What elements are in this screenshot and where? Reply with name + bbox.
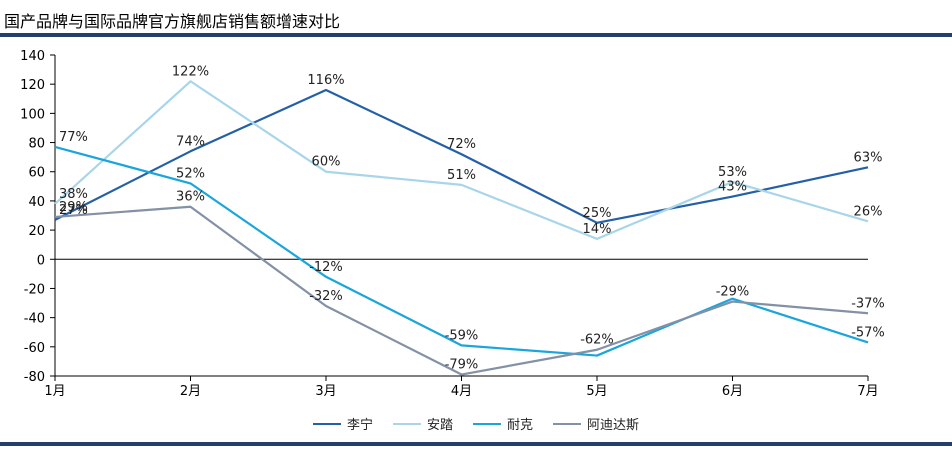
data-label: -59% <box>445 328 479 343</box>
chart-data-labels: 27% 74% 116% 72% 25% 43% 63% 38% 122% 60% 51% 14% 53… <box>59 64 885 372</box>
chart-legend: 李宁 安踏 耐克 阿迪达斯 <box>0 414 952 433</box>
data-label: 25% <box>583 206 612 221</box>
legend-swatch <box>312 422 341 425</box>
data-label: 43% <box>718 180 747 195</box>
legend-label: 安踏 <box>426 418 453 433</box>
y-tick-label: -20 <box>24 282 45 297</box>
legend-label: 阿迪达斯 <box>587 418 640 433</box>
x-tick-label: 6月 <box>722 384 743 399</box>
y-tick-label: 80 <box>28 137 45 152</box>
y-tick-label: 40 <box>28 195 45 210</box>
footer-rule <box>0 442 952 446</box>
data-label: 60% <box>312 155 341 170</box>
y-tick-label: -80 <box>24 370 45 385</box>
data-label: 27% <box>59 203 88 218</box>
data-label: 77% <box>59 130 88 145</box>
x-tick-label: 1月 <box>44 384 65 399</box>
chart-title: 国产品牌与国际品牌官方旗舰店销售额增速对比 <box>4 12 341 31</box>
data-label: -57% <box>851 325 885 340</box>
x-tick-label: 7月 <box>857 384 878 399</box>
data-label: -12% <box>309 260 343 275</box>
chart-lines <box>54 80 869 376</box>
y-tick-label: 60 <box>28 166 45 181</box>
x-tick-label: 2月 <box>180 384 201 399</box>
data-label: 26% <box>854 204 883 219</box>
data-label: 74% <box>176 134 205 149</box>
data-label: 116% <box>307 73 344 88</box>
x-tick-label: 4月 <box>451 384 472 399</box>
legend-item: 李宁 <box>312 414 373 433</box>
data-label: 29% <box>59 200 88 215</box>
y-tick-label: 0 <box>37 253 45 268</box>
data-label: 53% <box>718 165 747 180</box>
chart-axes: -80 -60 -40 -20 0 20 40 60 80 100 120 140 1月 2月 3月 4月 5月… <box>20 49 878 399</box>
series-line-李宁 <box>54 88 869 224</box>
x-tick-label: 3月 <box>315 384 336 399</box>
data-label: 63% <box>854 150 883 165</box>
y-tick-label: 140 <box>20 49 45 64</box>
y-tick-label: -40 <box>24 312 45 327</box>
data-label: 72% <box>447 137 476 152</box>
data-label: 14% <box>583 222 612 237</box>
legend-swatch <box>473 422 501 425</box>
legend-swatch <box>392 422 421 425</box>
legend-swatch <box>553 422 582 425</box>
legend-item: 耐克 <box>473 414 533 433</box>
y-tick-label: 20 <box>28 224 45 239</box>
series-line-阿迪达斯 <box>54 205 869 376</box>
y-tick-label: 100 <box>20 107 45 122</box>
series-line-安踏 <box>54 80 869 240</box>
data-label: 36% <box>176 190 205 205</box>
data-label: -29% <box>716 285 750 300</box>
y-tick-label: -60 <box>24 341 45 356</box>
data-label: -62% <box>580 333 614 348</box>
data-label: 51% <box>447 168 476 183</box>
legend-item: 阿迪达斯 <box>553 414 639 433</box>
data-label: 122% <box>172 64 209 79</box>
data-label: -37% <box>851 296 885 311</box>
x-tick-label: 5月 <box>586 384 607 399</box>
data-label: 38% <box>59 187 88 202</box>
legend-item: 安踏 <box>392 414 453 433</box>
data-label: 52% <box>176 166 205 181</box>
series-line-耐克 <box>54 145 869 357</box>
legend-label: 李宁 <box>346 418 373 433</box>
legend-label: 耐克 <box>507 418 534 433</box>
header-rule <box>0 33 952 37</box>
data-label: -79% <box>445 358 479 373</box>
data-label: -32% <box>309 289 343 304</box>
y-tick-label: 120 <box>20 78 45 93</box>
